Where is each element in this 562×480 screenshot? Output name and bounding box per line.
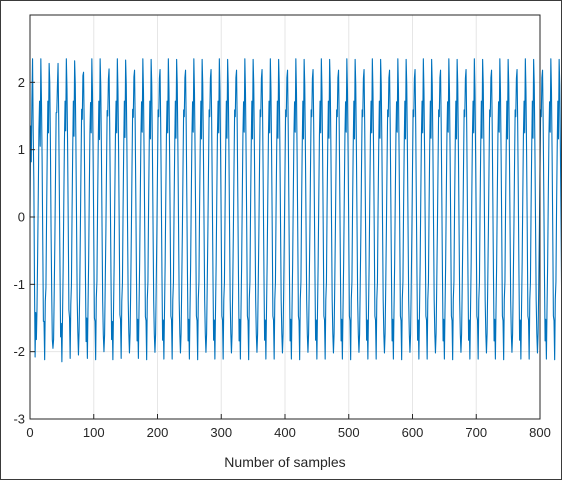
series-layer	[29, 58, 561, 363]
x-tick-label-8: 800	[529, 425, 551, 440]
y-tick-label-0: -3	[13, 412, 25, 427]
x-tick-label-0: 0	[26, 425, 33, 440]
x-tick-label-5: 500	[338, 425, 360, 440]
x-tick-label-4: 400	[274, 425, 296, 440]
x-tick-label-2: 200	[147, 425, 169, 440]
x-tick-label-1: 100	[83, 425, 105, 440]
y-tick-label-5: 2	[18, 75, 25, 90]
y-tick-label-2: -1	[13, 277, 25, 292]
y-tick-label-3: 0	[18, 210, 25, 225]
x-tick-label-3: 300	[210, 425, 232, 440]
y-ticks: -3 -2 -1 0 1 2	[13, 75, 35, 427]
series-line-0	[29, 58, 561, 363]
x-tick-label-7: 700	[465, 425, 487, 440]
y-tick-label-4: 1	[18, 142, 25, 157]
y-tick-label-1: -2	[13, 344, 25, 359]
x-tick-label-6: 600	[402, 425, 424, 440]
x-ticks: 0 100 200 300 400 500 600 700 800	[26, 414, 551, 440]
x-axis-title: Number of samples	[224, 454, 345, 470]
